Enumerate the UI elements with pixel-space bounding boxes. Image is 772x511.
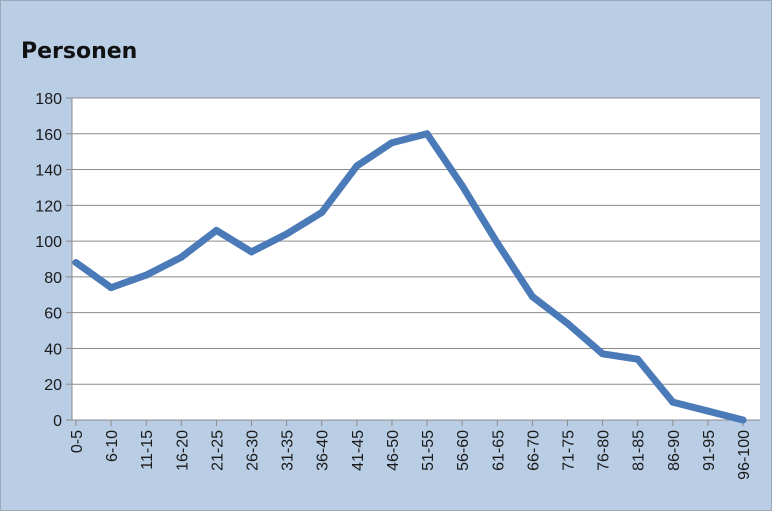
y-tick-label: 80 xyxy=(44,270,62,287)
x-tick-label: 16-20 xyxy=(174,430,191,471)
x-tick-label: 71-75 xyxy=(560,430,577,471)
data-point-0-5 xyxy=(72,259,80,267)
data-point-16-20 xyxy=(177,253,185,261)
data-point-91-95 xyxy=(704,407,712,415)
x-tick-label: 26-30 xyxy=(245,430,262,471)
data-point-81-85 xyxy=(634,355,642,363)
data-point-26-30 xyxy=(248,248,256,256)
x-tick-label: 31-35 xyxy=(280,430,297,471)
data-point-96-100 xyxy=(739,416,747,424)
data-point-86-90 xyxy=(669,398,677,406)
x-tick-label: 36-40 xyxy=(315,430,332,471)
y-tick-label: 40 xyxy=(44,341,62,358)
x-tick-label: 91-95 xyxy=(701,430,718,471)
y-tick-label: 100 xyxy=(35,234,62,251)
y-tick-label: 160 xyxy=(35,127,62,144)
x-tick-label: 66-70 xyxy=(525,430,542,471)
data-point-11-15 xyxy=(142,271,150,279)
chart-title: Personen xyxy=(21,39,138,64)
x-tick-label: 0-5 xyxy=(69,430,86,453)
y-axis-ticks: 0 20 40 60 80 100 120 140 160 180 xyxy=(35,91,72,430)
data-point-66-70 xyxy=(528,293,536,301)
x-tick-label: 61-65 xyxy=(490,430,507,471)
x-tick-label: 56-60 xyxy=(455,430,472,471)
data-point-71-75 xyxy=(563,319,571,327)
y-tick-label: 60 xyxy=(44,306,62,323)
x-tick-label: 51-55 xyxy=(420,430,437,471)
data-point-6-10 xyxy=(107,284,115,292)
y-tick-label: 20 xyxy=(44,377,62,394)
x-tick-label: 11-15 xyxy=(139,430,156,470)
data-point-61-65 xyxy=(493,239,501,247)
data-point-51-55 xyxy=(423,130,431,138)
x-tick-label: 21-25 xyxy=(209,430,226,471)
x-axis-ticks: 0-5 6-10 11-15 16-20 21-25 26-30 31-35 36-40 41-… xyxy=(69,420,753,480)
x-tick-label: 81-85 xyxy=(631,430,648,471)
data-point-46-50 xyxy=(388,139,396,147)
y-tick-label: 180 xyxy=(35,91,62,108)
y-tick-label: 0 xyxy=(53,413,62,430)
x-tick-label: 96-100 xyxy=(736,430,753,480)
x-tick-label: 86-90 xyxy=(666,430,683,471)
axes xyxy=(71,98,760,421)
y-tick-label: 140 xyxy=(35,163,62,180)
data-point-56-60 xyxy=(458,182,466,190)
y-tick-label: 120 xyxy=(35,198,62,215)
data-point-41-45 xyxy=(353,162,361,170)
x-tick-label: 46-50 xyxy=(385,430,402,471)
data-point-36-40 xyxy=(318,208,326,216)
data-point-76-80 xyxy=(599,350,607,358)
x-tick-label: 76-80 xyxy=(596,430,613,471)
data-point-31-35 xyxy=(283,230,291,238)
data-point-21-25 xyxy=(212,226,220,234)
x-tick-label: 41-45 xyxy=(350,430,367,471)
series-layer xyxy=(72,130,747,424)
series-line xyxy=(72,130,747,424)
x-tick-label: 6-10 xyxy=(104,430,121,462)
